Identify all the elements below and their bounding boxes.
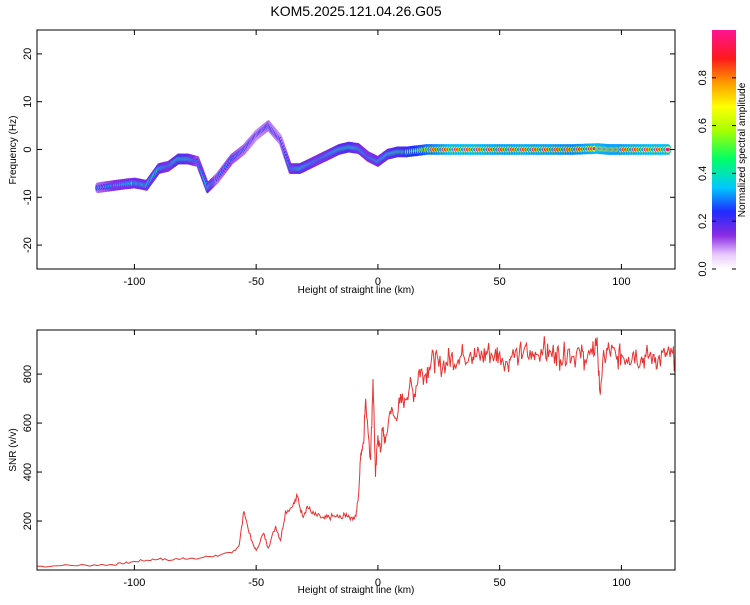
snr-x-tick-label: -50 [248,577,264,589]
snr-panel: -100 -50 0 50 100 200 400 600 800 Height of stra… [8,329,676,596]
snr-y-tick-label: 600 [22,414,34,432]
colorbar-tick-label: 0.6 [697,118,709,133]
spectrogram-y-tick-label: 0 [22,146,34,152]
snr-y-tick-label: 400 [22,463,34,481]
spectrogram-y-axis-label: Frequency (Hz) [8,116,19,185]
colorbar-tick-label: 0.8 [697,70,709,85]
colorbar-label: Normalized spectral amplitude [737,82,748,217]
colorbar-gradient [712,30,736,269]
colorbar-ticks: 0.0 0.2 0.4 0.6 0.8 [697,70,736,277]
snr-y-axis-label: SNR (v/v) [8,428,19,471]
snr-series-line [37,336,675,568]
snr-frame [36,329,676,571]
chart-title: KOM5.2025.121.04.26.G05 [270,3,441,19]
snr-y-tick-label: 200 [22,512,34,530]
spectrogram-x-axis-label: Height of straight line (km) [298,285,415,296]
colorbar-tick-label: 0.4 [697,166,709,181]
spectrogram-y-tick-label: 20 [22,48,34,60]
spectrogram-marks [94,120,672,194]
snr-x-axis-label: Height of straight line (km) [298,585,415,596]
spectrogram-x-tick-label: 0 [375,276,381,288]
snr-x-tick-label: 50 [494,577,506,589]
spectrogram-y-tick-label: 10 [22,96,34,108]
spectrogram-y-tick-label: -20 [22,237,34,253]
colorbar-tick-label: 0.2 [697,214,709,229]
snr-x-tick-label: 0 [375,577,381,589]
spectrogram-y-tick-label: -10 [22,189,34,205]
snr-y-tick-label: 800 [22,365,34,383]
spectrogram-x-tick-label: 100 [612,276,630,288]
spectrogram-cell [665,147,670,152]
colorbar-tick-label: 0.0 [697,261,709,276]
snr-x-tick-label: -100 [123,577,145,589]
spectrogram-x-tick-label: 50 [494,276,506,288]
snr-ticks: -100 -50 0 50 100 200 400 600 800 [22,330,675,589]
snr-x-tick-label: 100 [612,577,630,589]
colorbar: 0.0 0.2 0.4 0.6 0.8 Normalized spectral ampl… [697,30,748,277]
spectrogram-x-tick-label: -100 [123,276,145,288]
spectrogram-x-tick-label: -50 [248,276,264,288]
